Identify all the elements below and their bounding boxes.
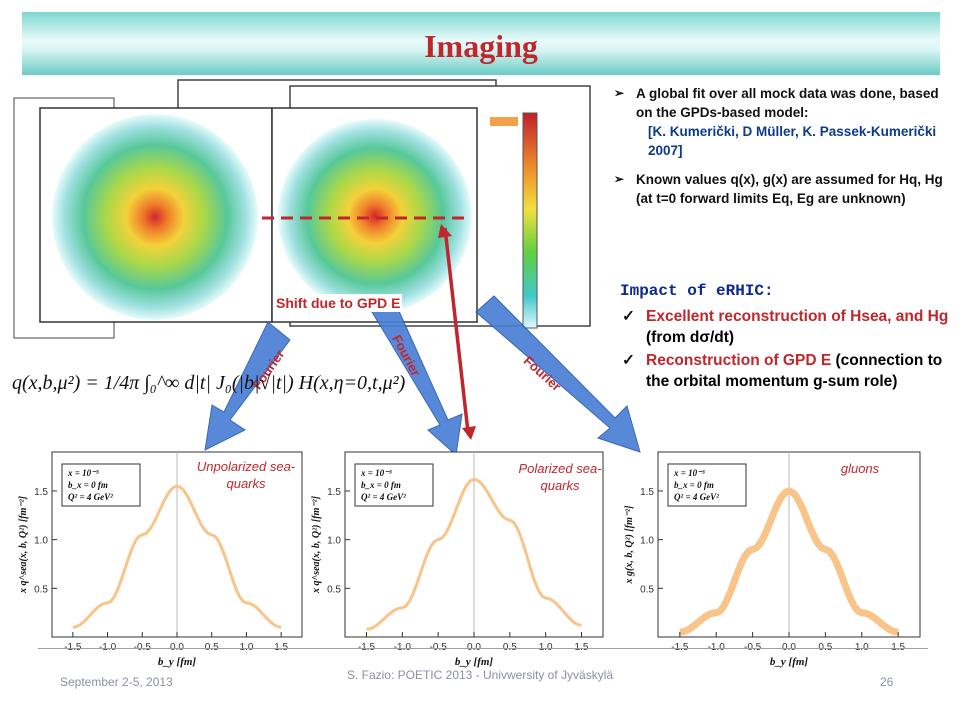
formula: q(x,b,μ²) = 1/4π ∫₀^∞ d|t| J₀(|b|√|t|) H… (12, 372, 406, 394)
plot-label-polarized: Polarized sea-quarks (518, 461, 602, 493)
fourier-arrow-1 (204, 321, 291, 451)
impact-section: Impact of eRHIC: ✓ Excellent reconstruct… (620, 282, 950, 394)
contour-left (52, 114, 258, 320)
bullet-reference: [K. Kumerički, D Müller, K. Passek-Kumer… (648, 124, 937, 158)
impact-item-rest: (connection to the orbital momentum g-su… (646, 352, 943, 390)
red-arrow (443, 227, 470, 433)
impact-item-rest: (from dσ/dt) (646, 329, 735, 346)
fourier-arrow-2 (371, 299, 463, 456)
impact-item-highlight: Reconstruction of GPD E (646, 352, 832, 369)
shift-label: Shift due to GPD E (274, 294, 403, 312)
footer-page: 26 (880, 675, 894, 689)
contour-right (278, 119, 472, 313)
arrow-bullet-icon: ➢ (614, 86, 625, 100)
fourier-arrow-3 (475, 295, 641, 453)
checkmark-icon: ✓ (622, 352, 635, 369)
bullet-text: Known values q(x), g(x) are assumed for … (636, 172, 943, 206)
impact-heading: Impact of eRHIC: (620, 282, 774, 300)
title-bar: Imaging (22, 12, 940, 75)
color-scale-bar (522, 112, 538, 329)
arrow-bullet-icon: ➢ (614, 172, 625, 186)
impact-item-highlight: Excellent reconstruction of Hsea, and Hg (646, 308, 949, 325)
plot-label-unpolarized: Unpolarized sea-quarks (196, 459, 296, 491)
fit-band (490, 117, 518, 126)
footer-center: S. Fazio: POETIC 2013 - Univwersity of J… (346, 668, 614, 682)
checkmark-icon: ✓ (622, 308, 635, 325)
footer-line (38, 648, 928, 649)
impact-item: ✓ Excellent reconstruction of Hsea, and … (620, 306, 950, 348)
bullet-item: ➢ Known values q(x), g(x) are assumed fo… (612, 170, 952, 208)
bullet-list: ➢ A global fit over all mock data was do… (612, 84, 952, 218)
slide-title: Imaging (424, 28, 538, 64)
plot-label-gluons: gluons (840, 461, 880, 476)
bullet-item: ➢ A global fit over all mock data was do… (612, 84, 952, 160)
impact-item: ✓ Reconstruction of GPD E (connection to… (620, 350, 950, 392)
bullet-text: A global fit over all mock data was done… (636, 86, 939, 120)
footer-date: September 2-5, 2013 (60, 675, 173, 689)
